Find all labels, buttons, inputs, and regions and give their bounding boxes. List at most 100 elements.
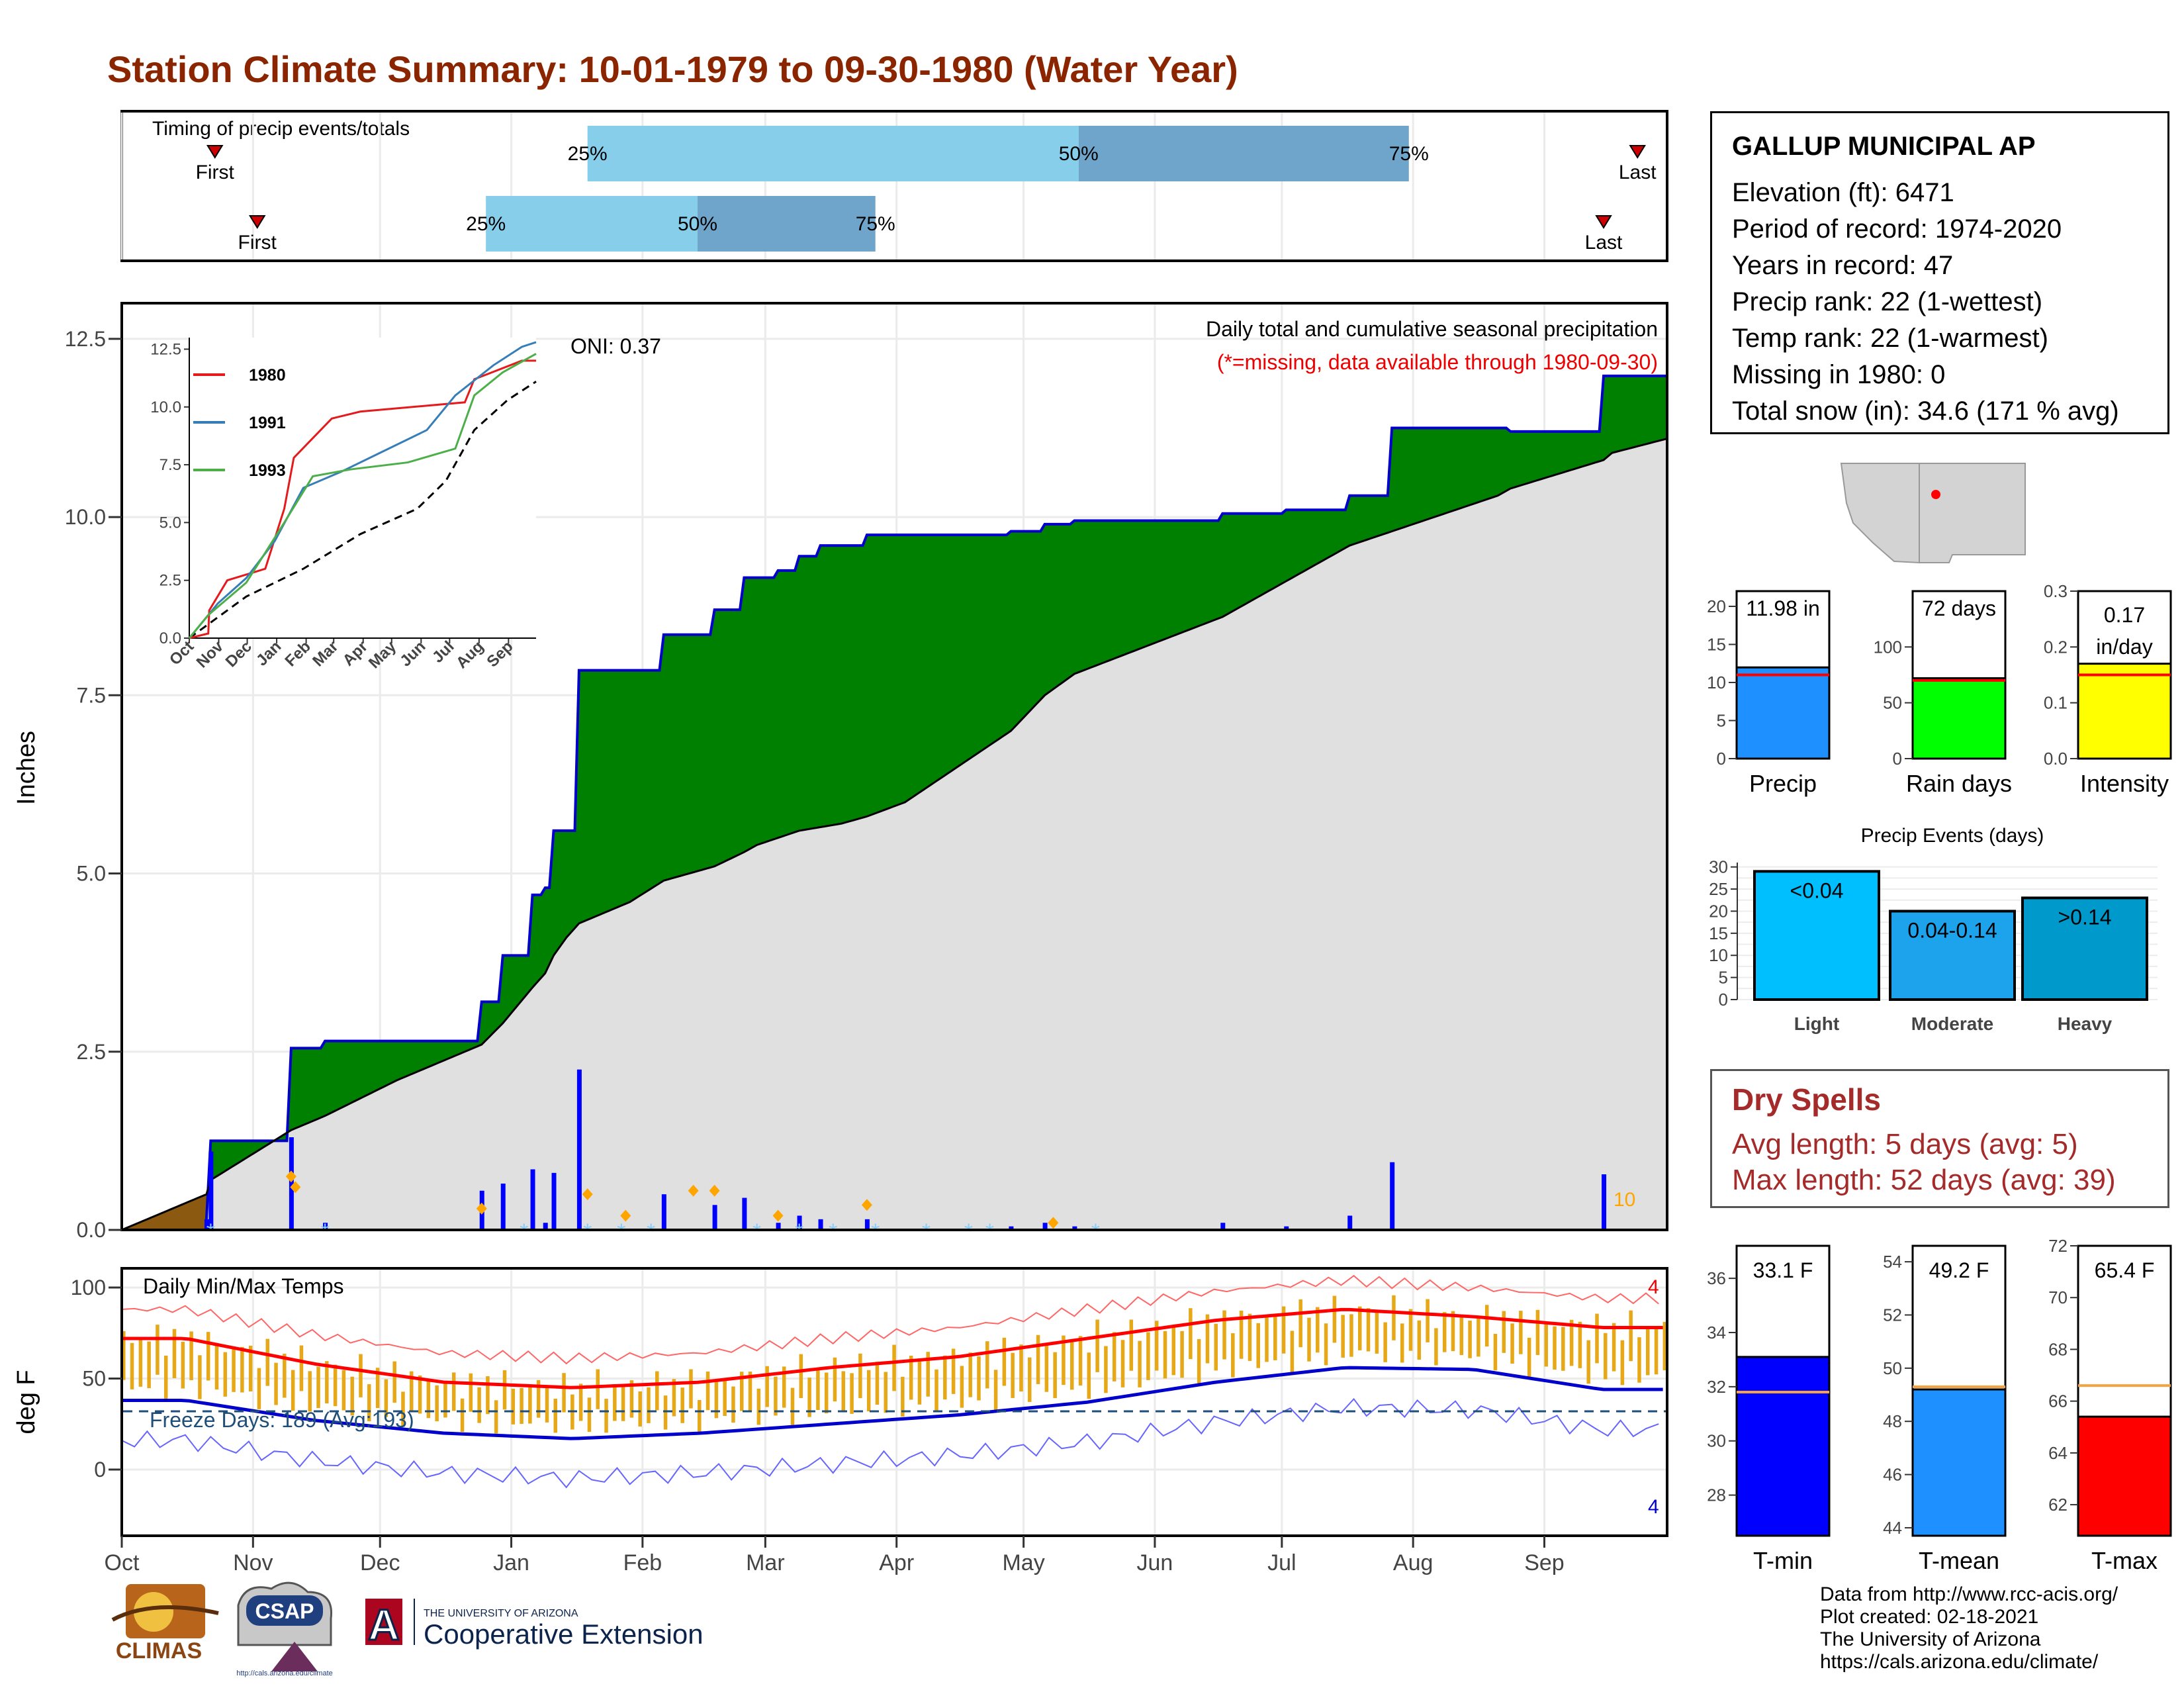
- daily-temp-bar: [536, 1380, 541, 1418]
- daily-temp-bar: [350, 1376, 354, 1416]
- daily-temp-bar: [545, 1385, 549, 1423]
- daily-temp-bar: [621, 1384, 625, 1421]
- events-bar: [1753, 870, 1880, 1002]
- daily-temp-bar: [299, 1345, 304, 1391]
- temp-bar-ytick-label: 46: [1883, 1465, 1902, 1485]
- snow-marker: *: [829, 1219, 837, 1244]
- snow-marker: *: [647, 1219, 655, 1244]
- ua-logo: A THE UNIVERSITY OF ARIZONA Cooperative …: [365, 1599, 704, 1650]
- temp-bar-ytick-label: 34: [1707, 1323, 1726, 1342]
- daily-temp-bar: [1163, 1331, 1167, 1379]
- precip-ytick-label: 0.0: [77, 1218, 106, 1242]
- month-tick-label: Mar: [746, 1550, 785, 1575]
- daily-temp-bar: [960, 1366, 964, 1408]
- events-category-label: Heavy: [2058, 1013, 2113, 1034]
- daily-precip-bar: [742, 1197, 747, 1230]
- daily-temp-bar: [901, 1376, 905, 1417]
- daily-temp-bar: [1451, 1311, 1455, 1352]
- footer-logos: CLIMAS CSAP http://cals.arizona.edu/clim…: [111, 1581, 704, 1677]
- daily-temp-bar: [333, 1364, 338, 1407]
- daily-temp-bar: [283, 1353, 287, 1398]
- daily-temp-bar: [1654, 1327, 1659, 1375]
- summary-bar-ytick-label: 0.3: [2044, 581, 2068, 601]
- station-temp-rank: Temp rank: 22 (1-warmest): [1732, 324, 2048, 353]
- dry-spells-max: Max length: 52 days (avg: 39): [1732, 1164, 2116, 1196]
- summary-bar-value: 72 days: [1922, 596, 1996, 620]
- timing-pct-25: 25%: [466, 213, 506, 235]
- daily-temp-bar: [850, 1373, 854, 1414]
- climas-logo: CLIMAS: [111, 1584, 219, 1664]
- timing-panel: Timing of precip events/totals 25% 50% 75%…: [120, 110, 1668, 262]
- daily-temp-bar: [756, 1388, 761, 1425]
- daily-temp-bar: [1019, 1344, 1023, 1392]
- record-high-count: 4: [1648, 1276, 1659, 1298]
- daily-temp-bar: [435, 1385, 439, 1422]
- avg-min-temp-line: [122, 1366, 1663, 1440]
- month-tick-label: Jan: [493, 1550, 529, 1575]
- summary-bar-ytick-label: 10: [1707, 673, 1726, 692]
- daily-temp-bar: [1002, 1337, 1007, 1386]
- timing-marker: [206, 145, 224, 159]
- daily-precip-bar: [1072, 1226, 1077, 1230]
- temp-bar-value: 65.4 F: [2095, 1258, 2155, 1282]
- temp-bar-value: 49.2 F: [1929, 1258, 1989, 1282]
- daily-temp-bar: [1154, 1321, 1159, 1371]
- temp-bar-ytick-label: 44: [1883, 1518, 1902, 1538]
- snow-diamond: [285, 1170, 296, 1183]
- month-tick-label: Dec: [360, 1550, 400, 1575]
- daily-temp-bar: [189, 1331, 193, 1380]
- timing-marker-label: First: [196, 162, 235, 183]
- inset-chart: 0.02.55.07.510.012.5OctNovDecJanFebMarAp…: [150, 338, 537, 672]
- daily-temp-bar: [553, 1398, 558, 1433]
- timing-label: Timing of precip events/totals: [152, 118, 410, 140]
- daily-temp-bar: [341, 1370, 346, 1411]
- chart-title: Station Climate Summary: 10-01-1979 to 0…: [107, 48, 1238, 90]
- daily-temp-bar: [1256, 1323, 1260, 1368]
- daily-temp-bar: [1281, 1306, 1286, 1354]
- daily-temp-bar: [181, 1342, 185, 1389]
- daily-temp-bar: [1358, 1306, 1362, 1350]
- csap-text: CSAP: [255, 1599, 314, 1623]
- temp-bar: [1735, 1356, 1831, 1537]
- daily-precip-bar: [797, 1215, 802, 1230]
- events-bar-label: <0.04: [1790, 878, 1844, 902]
- daily-temp-bar: [248, 1345, 253, 1391]
- daily-temp-bar: [934, 1369, 938, 1411]
- daily-temp-bar: [866, 1370, 871, 1412]
- snow-marker: *: [752, 1219, 761, 1244]
- daily-precip-bar: [776, 1223, 781, 1230]
- daily-temp-bar: [1586, 1340, 1590, 1384]
- daily-temp-bar: [375, 1368, 380, 1409]
- temp-bar: [2077, 1415, 2172, 1537]
- snow-marker: *: [922, 1219, 931, 1244]
- summary-bar: [1911, 677, 2007, 760]
- footer-url: https://cals.arizona.edu/climate/: [1820, 1651, 2099, 1673]
- csap-badge: [246, 1595, 323, 1626]
- snow-marker: *: [795, 1219, 803, 1244]
- daily-temp-bar: [1569, 1319, 1574, 1366]
- summary-bar-ytick-label: 50: [1883, 693, 1902, 713]
- daily-temp-bar: [1197, 1338, 1201, 1383]
- daily-temp-bar: [1222, 1310, 1226, 1360]
- snow-diamond: [1048, 1217, 1059, 1229]
- snow-diamond: [290, 1181, 301, 1194]
- snow-diamond: [772, 1209, 784, 1222]
- daily-temp-bar: [1595, 1313, 1599, 1364]
- daily-temp-bar: [1604, 1333, 1608, 1380]
- temp-ytick-label: 0: [94, 1458, 106, 1481]
- daily-temp-bar: [943, 1355, 947, 1400]
- precip-ytick-label: 5.0: [77, 862, 106, 886]
- daily-temp-bar: [680, 1387, 684, 1423]
- snow-marker: *: [964, 1219, 973, 1244]
- daily-temp-bar: [604, 1399, 608, 1433]
- daily-temp-bar: [1316, 1307, 1320, 1353]
- daily-precip-bar: [1042, 1223, 1048, 1230]
- daily-temp-bar: [731, 1386, 735, 1423]
- month-tick-label: Jun: [1137, 1550, 1173, 1575]
- new-mexico-shape: [1919, 463, 2026, 563]
- daily-temp-bar: [1180, 1331, 1184, 1378]
- csap-logo: CSAP http://cals.arizona.edu/climate: [236, 1581, 333, 1677]
- snow-count-label: 10: [1614, 1189, 1635, 1211]
- daily-precip-bar: [712, 1205, 717, 1230]
- daily-temp-bar: [926, 1352, 930, 1397]
